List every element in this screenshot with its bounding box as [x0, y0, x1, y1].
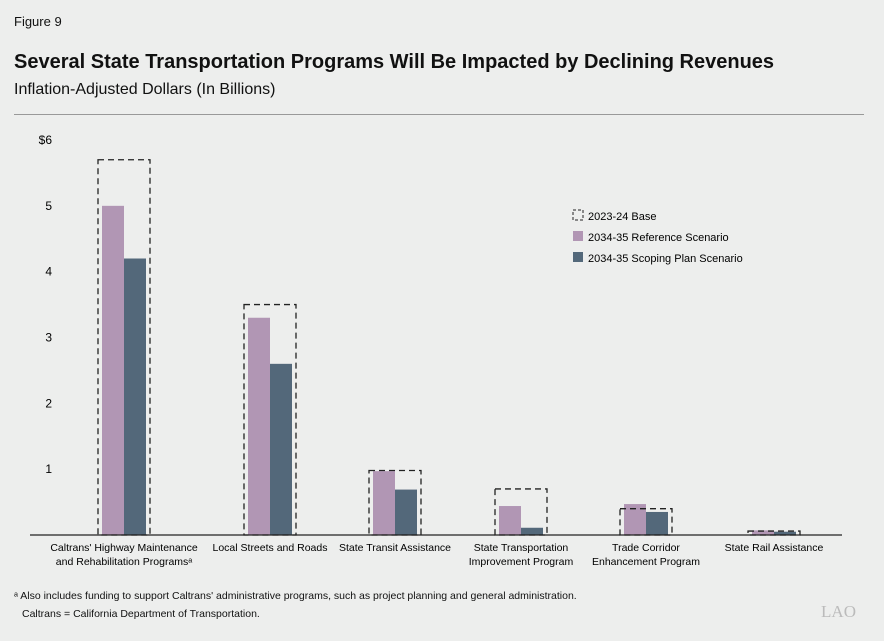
legend-label: 2034-35 Scoping Plan Scenario — [588, 253, 743, 265]
legend-swatch-base — [572, 209, 584, 221]
x-tick-label: State Transit Assistance — [339, 542, 451, 554]
footnote-a: ᵃ Also includes funding to support Caltr… — [14, 590, 577, 602]
bar-scoping-plan — [774, 531, 796, 535]
bar-reference — [499, 506, 521, 535]
bar-scoping-plan — [270, 363, 292, 535]
y-tick-label: $6 — [39, 133, 53, 147]
bar-base-outline — [243, 303, 297, 536]
legend-swatch — [573, 252, 583, 262]
bar-reference — [373, 471, 395, 535]
figure-label: Figure 9 — [14, 14, 62, 29]
bar-scoping-plan — [124, 258, 146, 535]
y-tick-label: 4 — [45, 265, 52, 279]
bar-scoping-plan — [395, 489, 417, 535]
legend-swatch — [573, 231, 583, 241]
x-tick-label: Caltrans' Highway Maintenance — [50, 542, 197, 554]
chart-title: Several State Transportation Programs Wi… — [14, 51, 775, 73]
x-tick-label: Enhancement Program — [592, 556, 700, 568]
x-tick-label: Local Streets and Roads — [213, 542, 328, 554]
bar-reference — [624, 504, 646, 535]
legend-label: 2034-35 Reference Scenario — [588, 232, 729, 244]
bar-reference — [248, 317, 270, 535]
bar-scoping-plan — [521, 527, 543, 535]
x-tick-label: State Transportation — [474, 542, 569, 554]
y-tick-label: 5 — [45, 199, 52, 213]
bar-scoping-plan — [646, 511, 668, 535]
y-tick-label: 1 — [45, 462, 52, 476]
lao-logo: LAO — [821, 602, 856, 621]
x-tick-label: and Rehabilitation Programsᵃ — [56, 556, 192, 568]
divider — [14, 114, 864, 115]
x-tick-label: Trade Corridor — [612, 542, 680, 554]
x-tick-label: Improvement Program — [469, 556, 574, 568]
chart-subtitle: Inflation-Adjusted Dollars (In Billions) — [14, 81, 276, 98]
y-tick-label: 2 — [45, 396, 52, 410]
bar-reference — [752, 530, 774, 535]
bar-reference — [102, 205, 124, 536]
x-tick-label: State Rail Assistance — [725, 542, 824, 554]
footnote-caltrans: Caltrans = California Department of Tran… — [22, 608, 260, 620]
legend-label: 2023-24 Base — [588, 211, 657, 223]
y-tick-label: 3 — [45, 331, 52, 345]
